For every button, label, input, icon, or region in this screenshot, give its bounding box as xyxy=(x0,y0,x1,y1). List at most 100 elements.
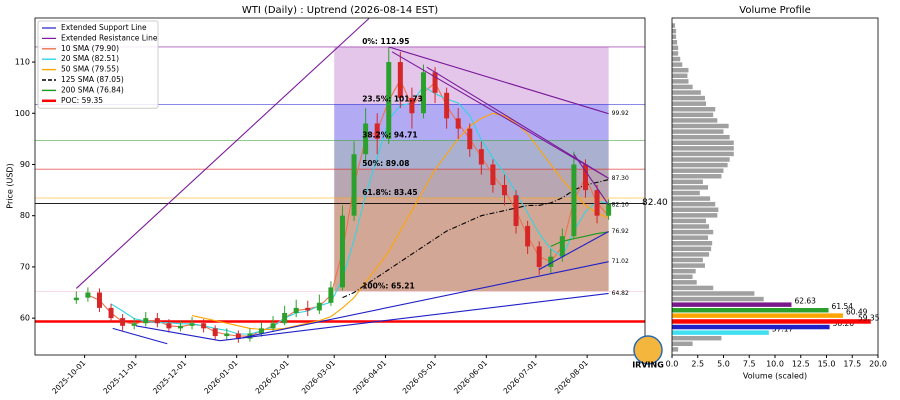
volume-bar xyxy=(672,34,677,39)
trend-end-label: 71.02 xyxy=(612,258,629,265)
volume-bar xyxy=(672,213,718,218)
candle-body xyxy=(351,154,357,216)
x-tick-label: 2025-10-01 xyxy=(50,358,87,395)
candle-body xyxy=(397,62,403,98)
volume-bar xyxy=(672,330,769,335)
x-tick-label: 2026-04-01 xyxy=(351,358,388,395)
volume-bar xyxy=(672,45,679,51)
volume-bar xyxy=(672,118,718,123)
candle-body xyxy=(339,215,345,288)
volume-bar xyxy=(672,51,679,56)
volume-bar xyxy=(672,324,830,330)
candle-body xyxy=(316,302,322,311)
y-tick-label: 80 xyxy=(20,211,30,220)
x-tick-label: 2026-06-01 xyxy=(452,358,489,395)
candle-body xyxy=(328,287,334,303)
fib-label: 50%: 89.08 xyxy=(362,159,409,168)
candle-body xyxy=(525,225,531,247)
candle-body xyxy=(559,236,565,257)
y-tick-label: 60 xyxy=(20,314,30,323)
volume-bar xyxy=(672,56,681,62)
candle-body xyxy=(235,333,241,339)
candle-body xyxy=(432,72,438,93)
candle-body xyxy=(258,328,264,334)
volume-bar xyxy=(672,285,714,291)
volume-bar xyxy=(672,79,689,84)
candle-body xyxy=(420,72,426,114)
volume-bar xyxy=(672,179,703,185)
support-line xyxy=(238,261,609,340)
x-tick-label: 2026-08-01 xyxy=(553,358,590,395)
trend-end-label: 99.92 xyxy=(612,110,629,117)
volume-bar xyxy=(672,40,678,45)
candle-body xyxy=(85,292,91,298)
legend-label: POC: 59.35 xyxy=(61,96,103,105)
legend-label: 20 SMA (82.51) xyxy=(61,54,119,63)
support-line xyxy=(538,230,609,270)
sma-line xyxy=(342,179,609,299)
volume-bar xyxy=(672,274,693,279)
volume-bar xyxy=(672,263,705,268)
volume-bar xyxy=(672,146,734,151)
volume-x-tick-label: 12.5 xyxy=(792,360,810,369)
candle-body xyxy=(478,149,484,165)
volume-bar xyxy=(672,302,792,307)
y-tick-label: 90 xyxy=(20,160,30,169)
volume-bar xyxy=(672,347,679,352)
x-tick-label: 2026-02-01 xyxy=(254,358,291,395)
candle-body xyxy=(177,325,183,329)
volume-bar xyxy=(672,90,701,95)
sma-line xyxy=(87,78,610,337)
y-tick-label: 70 xyxy=(20,262,30,271)
candle-body xyxy=(548,256,554,267)
volume-x-tick-label: 15.0 xyxy=(818,360,836,369)
volume-bar xyxy=(672,185,709,190)
fib-label: 61.8%: 83.45 xyxy=(362,188,417,197)
volume-bar xyxy=(672,107,716,112)
candle-body xyxy=(282,313,288,324)
candle-body xyxy=(201,323,207,329)
y-tick-label: 110 xyxy=(15,58,30,67)
legend-box xyxy=(37,20,159,109)
candle-body xyxy=(143,318,149,324)
candle-body xyxy=(154,318,160,324)
candle-body xyxy=(409,97,415,114)
volume-x-tick-label: 2.5 xyxy=(691,360,704,369)
candle-body xyxy=(189,323,195,326)
candle-body xyxy=(270,323,276,329)
x-tick-label: 2026-03-01 xyxy=(300,358,337,395)
volume-x-tick-label: 5.0 xyxy=(717,360,730,369)
y-axis-label: Price (USD) xyxy=(6,163,15,208)
volume-bar xyxy=(672,296,764,302)
x-tick-label: 2025-12-01 xyxy=(151,358,188,395)
trend-end-label: 87.30 xyxy=(612,175,629,182)
volume-level-label: 61.54 xyxy=(832,302,854,311)
volume-bar xyxy=(672,235,709,240)
volume-bar xyxy=(672,162,728,168)
legend-label: 50 SMA (79.55) xyxy=(61,65,119,74)
volume-x-tick-label: 10.0 xyxy=(766,360,784,369)
fib-label: 23.5%: 101.73 xyxy=(362,94,423,103)
volume-bar xyxy=(672,224,710,229)
x-tick-label: 2026-07-01 xyxy=(502,358,539,395)
x-tick-label: 2025-11-01 xyxy=(101,358,138,395)
logo-text: IRVING xyxy=(632,361,664,370)
fib-band xyxy=(334,169,609,199)
volume-bar xyxy=(672,84,693,90)
volume-bar xyxy=(672,67,689,73)
volume-bar xyxy=(672,229,714,235)
logo-badge xyxy=(633,335,663,365)
volume-bar xyxy=(672,134,730,140)
volume-bar xyxy=(672,73,688,79)
legend-label: Extended Resistance Line xyxy=(61,33,158,42)
candle-body xyxy=(166,323,172,329)
legend-label: 200 SMA (76.84) xyxy=(61,85,124,94)
volume-level-label: 60.49 xyxy=(846,308,868,317)
candle-body xyxy=(501,184,507,196)
last-price-label: 82.40 xyxy=(642,198,668,208)
candle-body xyxy=(363,123,369,155)
volume-bar xyxy=(672,112,714,118)
volume-bar xyxy=(672,190,700,196)
volume-bar xyxy=(672,168,724,173)
volume-bar xyxy=(672,252,710,257)
